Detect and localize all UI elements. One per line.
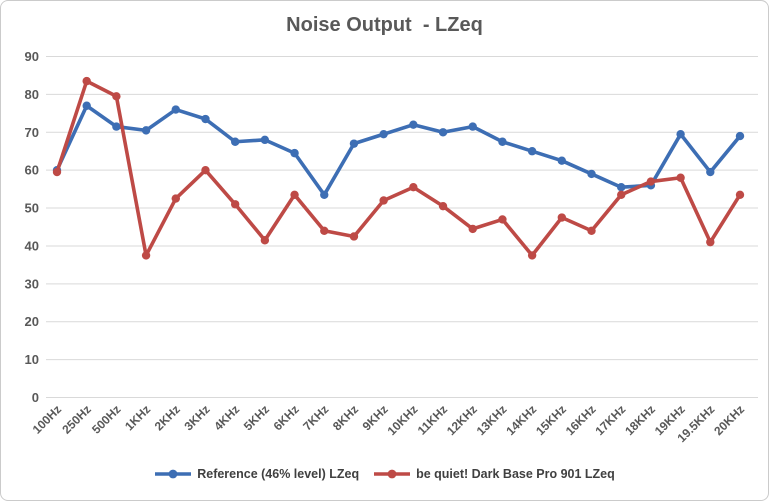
series-0-marker — [320, 191, 328, 199]
x-axis-tick-label: 13KHz — [474, 402, 510, 438]
series-0-marker — [409, 121, 417, 129]
x-axis-tick-label: 17KHz — [592, 402, 628, 438]
x-axis-tick-label: 7KHz — [300, 402, 331, 433]
y-axis-tick-label: 0 — [32, 390, 39, 405]
y-axis-tick-label: 70 — [25, 125, 39, 140]
series-1-marker — [231, 200, 239, 208]
series-1-marker — [201, 166, 209, 174]
series-0-marker — [350, 139, 358, 147]
x-axis-tick-label: 14KHz — [503, 402, 539, 438]
series-1-marker — [82, 77, 90, 85]
x-axis-tick-label: 12KHz — [444, 402, 480, 438]
series-0-marker — [498, 138, 506, 146]
series-0-marker — [261, 136, 269, 144]
series-1-marker — [172, 194, 180, 202]
x-axis-tick-label: 11KHz — [415, 402, 450, 437]
legend-label-dark-base-pro-901: be quiet! Dark Base Pro 901 LZeq — [416, 467, 615, 481]
legend-marker-red-line-icon — [373, 468, 411, 480]
series-0-marker — [379, 130, 387, 138]
series-1-marker — [290, 191, 298, 199]
x-axis-tick-label: 250Hz — [59, 402, 93, 436]
x-axis-tick-label: 18KHz — [622, 402, 658, 438]
series-0-marker — [290, 149, 298, 157]
series-1-marker — [409, 183, 417, 191]
legend-label-reference: Reference (46% level) LZeq — [197, 467, 359, 481]
series-0-marker — [587, 170, 595, 178]
series-0-marker — [706, 168, 714, 176]
series-0-marker — [617, 183, 625, 191]
series-1-marker — [736, 191, 744, 199]
chart-legend: Reference (46% level) LZeq be quiet! Dar… — [1, 460, 768, 488]
legend-item-reference: Reference (46% level) LZeq — [154, 467, 359, 481]
x-axis-tick-label: 500Hz — [89, 402, 123, 436]
series-0-marker — [142, 126, 150, 134]
x-axis-tick-label: 100Hz — [30, 402, 64, 436]
x-axis-tick-label: 16KHz — [563, 402, 599, 438]
series-1-marker — [469, 225, 477, 233]
series-1-marker — [647, 177, 655, 185]
y-axis-tick-label: 50 — [25, 201, 39, 216]
legend-dot — [388, 470, 397, 479]
series-1-marker — [142, 251, 150, 259]
y-axis-tick-label: 80 — [25, 87, 39, 102]
series-1-marker — [439, 202, 447, 210]
series-0-marker — [469, 122, 477, 130]
series-0-marker — [676, 130, 684, 138]
x-axis-tick-label: 2KHz — [152, 402, 183, 433]
series-1-marker — [676, 174, 684, 182]
legend-marker-blue-line-icon — [154, 468, 192, 480]
y-axis-tick-label: 10 — [25, 352, 39, 367]
y-axis-tick-label: 90 — [25, 49, 39, 64]
series-1-marker — [558, 213, 566, 221]
x-axis-tick-label: 10KHz — [385, 402, 421, 438]
series-0-marker — [172, 105, 180, 113]
y-axis-tick-label: 30 — [25, 276, 39, 291]
x-axis-tick-label: 20KHz — [711, 402, 747, 438]
series-0-marker — [231, 138, 239, 146]
series-1-marker — [498, 215, 506, 223]
x-axis-tick-label: 5KHz — [241, 402, 272, 433]
series-0-marker — [528, 147, 536, 155]
series-0-marker — [82, 102, 90, 110]
legend-dot — [169, 470, 178, 479]
x-axis-tick-label: 6KHz — [271, 402, 302, 433]
x-axis-tick-label: 15KHz — [533, 402, 569, 438]
series-0-marker — [558, 156, 566, 164]
x-axis-tick-label: 1KHz — [122, 402, 153, 433]
series-1-marker — [53, 168, 61, 176]
y-axis-tick-label: 60 — [25, 163, 39, 178]
series-0-marker — [736, 132, 744, 140]
series-1-marker — [320, 227, 328, 235]
series-1-marker — [528, 251, 536, 259]
y-axis-tick-label: 40 — [25, 238, 39, 253]
series-1-marker — [617, 191, 625, 199]
y-axis-tick-label: 20 — [25, 314, 39, 329]
series-1-marker — [706, 238, 714, 246]
series-1-marker — [261, 236, 269, 244]
series-1-marker — [350, 232, 358, 240]
series-1-marker — [587, 227, 595, 235]
series-1-marker — [112, 92, 120, 100]
series-0-line — [57, 106, 740, 195]
series-0-marker — [439, 128, 447, 136]
x-axis-tick-label: 4KHz — [211, 402, 242, 433]
x-axis-tick-label: 8KHz — [330, 402, 361, 433]
series-0-marker — [201, 115, 209, 123]
series-1-line — [57, 81, 740, 255]
series-1-marker — [379, 196, 387, 204]
legend-item-dark-base-pro-901: be quiet! Dark Base Pro 901 LZeq — [373, 467, 615, 481]
series-0-marker — [112, 122, 120, 130]
x-axis-tick-label: 3KHz — [181, 402, 212, 433]
